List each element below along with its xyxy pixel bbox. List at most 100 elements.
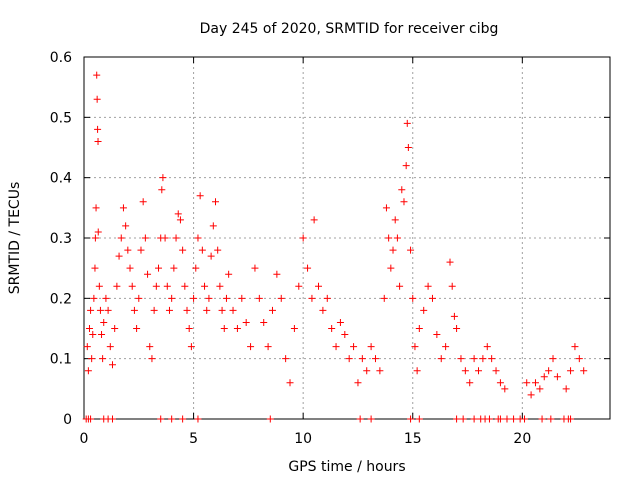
- data-point: [168, 294, 176, 302]
- y-tick-label: 0.1: [50, 352, 72, 368]
- data-point: [141, 234, 149, 242]
- data-point: [111, 325, 119, 332]
- data-point: [549, 355, 557, 363]
- y-axis-label: SRMTID / TECUs: [7, 182, 23, 295]
- data-point: [437, 355, 445, 363]
- data-point: [567, 415, 575, 423]
- data-point: [571, 343, 579, 351]
- data-point: [91, 234, 99, 242]
- y-tick-label: 0.5: [50, 110, 72, 126]
- data-point: [216, 282, 224, 290]
- data-point: [266, 415, 274, 423]
- data-point: [181, 282, 189, 290]
- data-point: [185, 325, 193, 332]
- data-point: [85, 325, 93, 332]
- data-point: [496, 415, 504, 423]
- data-point: [172, 234, 180, 242]
- data-point: [94, 125, 102, 133]
- data-point: [159, 174, 167, 182]
- data-point: [485, 415, 493, 423]
- data-point: [222, 294, 230, 302]
- data-point: [179, 246, 187, 254]
- data-point: [170, 264, 178, 272]
- data-point: [122, 222, 130, 230]
- data-point: [158, 186, 166, 194]
- data-point: [95, 282, 103, 290]
- axis-ticks: 0 0.1 0.2 0.3 0.4 0.5 0.6 0 5 10 15 20: [50, 50, 610, 447]
- data-point: [229, 306, 237, 314]
- data-point: [363, 367, 371, 375]
- data-point: [376, 367, 384, 375]
- data-point: [146, 343, 154, 351]
- data-point: [90, 294, 98, 302]
- data-point: [168, 415, 176, 423]
- x-tick-label: 15: [404, 431, 422, 447]
- data-point: [538, 415, 546, 423]
- data-point: [404, 144, 412, 151]
- data-point: [411, 343, 419, 351]
- data-point: [84, 367, 92, 375]
- data-point: [93, 71, 101, 79]
- data-point: [108, 361, 116, 369]
- data-point: [277, 294, 285, 302]
- data-point: [393, 234, 401, 242]
- data-point: [91, 264, 99, 272]
- data-point: [503, 415, 511, 423]
- data-point: [238, 294, 246, 302]
- data-point: [413, 367, 421, 375]
- data-point: [106, 343, 114, 351]
- data-point: [453, 325, 461, 332]
- chart-title: Day 245 of 2020, SRMTID for receiver cib…: [200, 21, 499, 37]
- data-point: [93, 95, 101, 103]
- data-point: [391, 216, 399, 224]
- data-point: [155, 264, 163, 272]
- data-point: [510, 415, 518, 423]
- data-point: [174, 210, 182, 218]
- data-point: [367, 415, 375, 423]
- data-point: [396, 282, 404, 290]
- data-point: [389, 246, 397, 254]
- data-point: [407, 415, 415, 423]
- data-point: [428, 294, 436, 302]
- data-point: [332, 343, 340, 351]
- data-point: [540, 373, 548, 381]
- data-point: [260, 318, 268, 326]
- data-point: [453, 415, 461, 423]
- data-point: [521, 415, 529, 423]
- data-point: [575, 355, 583, 363]
- x-tick-label: 20: [513, 431, 531, 447]
- data-point: [225, 270, 233, 278]
- data-point: [205, 294, 213, 302]
- data-point: [415, 415, 423, 423]
- data-point: [466, 379, 474, 387]
- data-point: [94, 228, 102, 236]
- data-point: [380, 294, 388, 302]
- data-point: [268, 306, 276, 314]
- data-point: [214, 246, 222, 254]
- data-point: [407, 246, 415, 254]
- data-point: [92, 204, 100, 212]
- data-point: [382, 204, 390, 212]
- y-tick-label: 0.4: [50, 171, 72, 187]
- data-point: [547, 415, 555, 423]
- data-point: [356, 415, 364, 423]
- x-tick-label: 5: [189, 431, 198, 447]
- data-point: [242, 318, 250, 326]
- data-point: [88, 355, 96, 363]
- data-point: [152, 282, 160, 290]
- data-point: [295, 282, 303, 290]
- data-point: [192, 264, 200, 272]
- data-point: [115, 252, 123, 260]
- data-point: [501, 385, 509, 393]
- data-point: [531, 379, 539, 387]
- data-point: [150, 306, 158, 314]
- data-point: [315, 282, 323, 290]
- data-points: [82, 71, 588, 423]
- data-point: [527, 391, 535, 399]
- data-point: [203, 306, 211, 314]
- data-point: [255, 294, 263, 302]
- data-point: [496, 379, 504, 387]
- data-point: [553, 373, 561, 381]
- data-point: [459, 415, 467, 423]
